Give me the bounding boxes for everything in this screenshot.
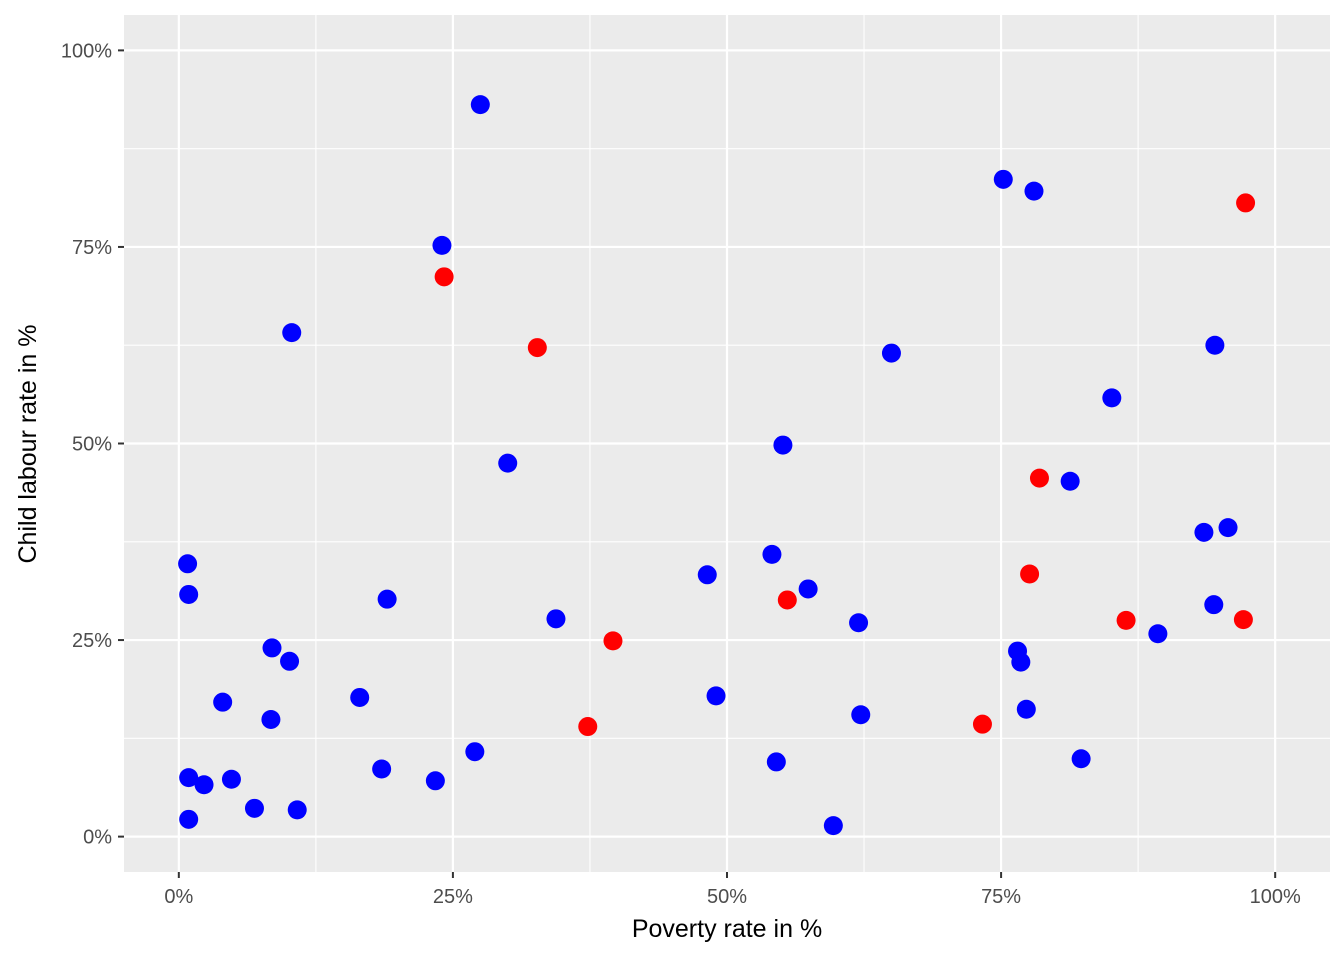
data-point	[221, 769, 241, 789]
data-point	[1060, 471, 1080, 491]
y-tick-label: 100%	[61, 40, 112, 62]
x-tick-label: 50%	[707, 886, 747, 908]
data-point	[350, 687, 370, 707]
data-point	[465, 742, 485, 762]
data-point	[773, 435, 793, 455]
y-tick-label: 75%	[72, 237, 112, 259]
data-point	[1204, 595, 1224, 615]
y-tick-label: 50%	[72, 434, 112, 456]
grid-major	[124, 15, 1330, 872]
data-point	[179, 768, 199, 788]
data-point	[851, 705, 871, 725]
data-point	[706, 686, 726, 706]
data-point	[262, 638, 282, 658]
data-point	[498, 453, 518, 473]
x-tick-label: 25%	[433, 886, 473, 908]
data-point	[178, 554, 198, 574]
x-tick-label: 75%	[981, 886, 1021, 908]
y-tick-label: 0%	[83, 827, 112, 849]
data-point	[372, 759, 392, 779]
x-tick-label: 100%	[1250, 886, 1301, 908]
data-point	[798, 579, 818, 599]
data-point	[1236, 193, 1256, 213]
data-point	[697, 565, 717, 585]
data-point	[179, 809, 199, 829]
data-point	[282, 323, 302, 343]
data-point	[972, 714, 992, 734]
data-point	[1071, 749, 1091, 769]
data-point	[432, 235, 452, 255]
data-point	[762, 544, 782, 564]
data-point	[425, 771, 445, 791]
x-tick-label: 0%	[164, 886, 193, 908]
y-axis-title: Child labour rate in %	[14, 324, 42, 563]
data-point	[1194, 522, 1214, 542]
data-point	[823, 816, 843, 836]
data-point	[1233, 610, 1253, 630]
data-point	[213, 692, 233, 712]
x-axis-title: Poverty rate in %	[632, 915, 822, 943]
x-axis-ticks: 0% 25% 50% 75% 100%	[164, 872, 1301, 908]
data-point	[434, 267, 454, 287]
data-point	[1016, 699, 1036, 719]
data-point	[777, 590, 797, 610]
data-point	[578, 717, 598, 737]
data-point	[280, 651, 300, 671]
data-point	[993, 169, 1013, 189]
data-point	[1218, 518, 1238, 538]
data-point	[1020, 564, 1040, 584]
data-point	[194, 775, 214, 795]
data-point	[1148, 624, 1168, 644]
data-point	[1102, 388, 1122, 408]
data-point	[849, 613, 869, 633]
data-point	[527, 338, 547, 358]
y-tick-label: 25%	[72, 630, 112, 652]
data-point	[179, 584, 199, 604]
data-point	[1011, 652, 1031, 672]
data-point	[1024, 181, 1044, 201]
data-point	[1116, 610, 1136, 630]
data-point	[766, 752, 786, 772]
y-axis-ticks: 0% 25% 50% 75% 100%	[61, 40, 124, 849]
data-point	[261, 709, 281, 729]
data-point	[1029, 468, 1049, 488]
data-point	[881, 343, 901, 363]
data-points	[178, 95, 1256, 836]
data-point	[244, 798, 264, 818]
data-point	[1205, 335, 1225, 355]
data-point	[470, 95, 490, 115]
data-point	[377, 589, 397, 609]
data-point	[287, 800, 307, 820]
data-point	[546, 609, 566, 629]
data-point	[603, 631, 623, 651]
